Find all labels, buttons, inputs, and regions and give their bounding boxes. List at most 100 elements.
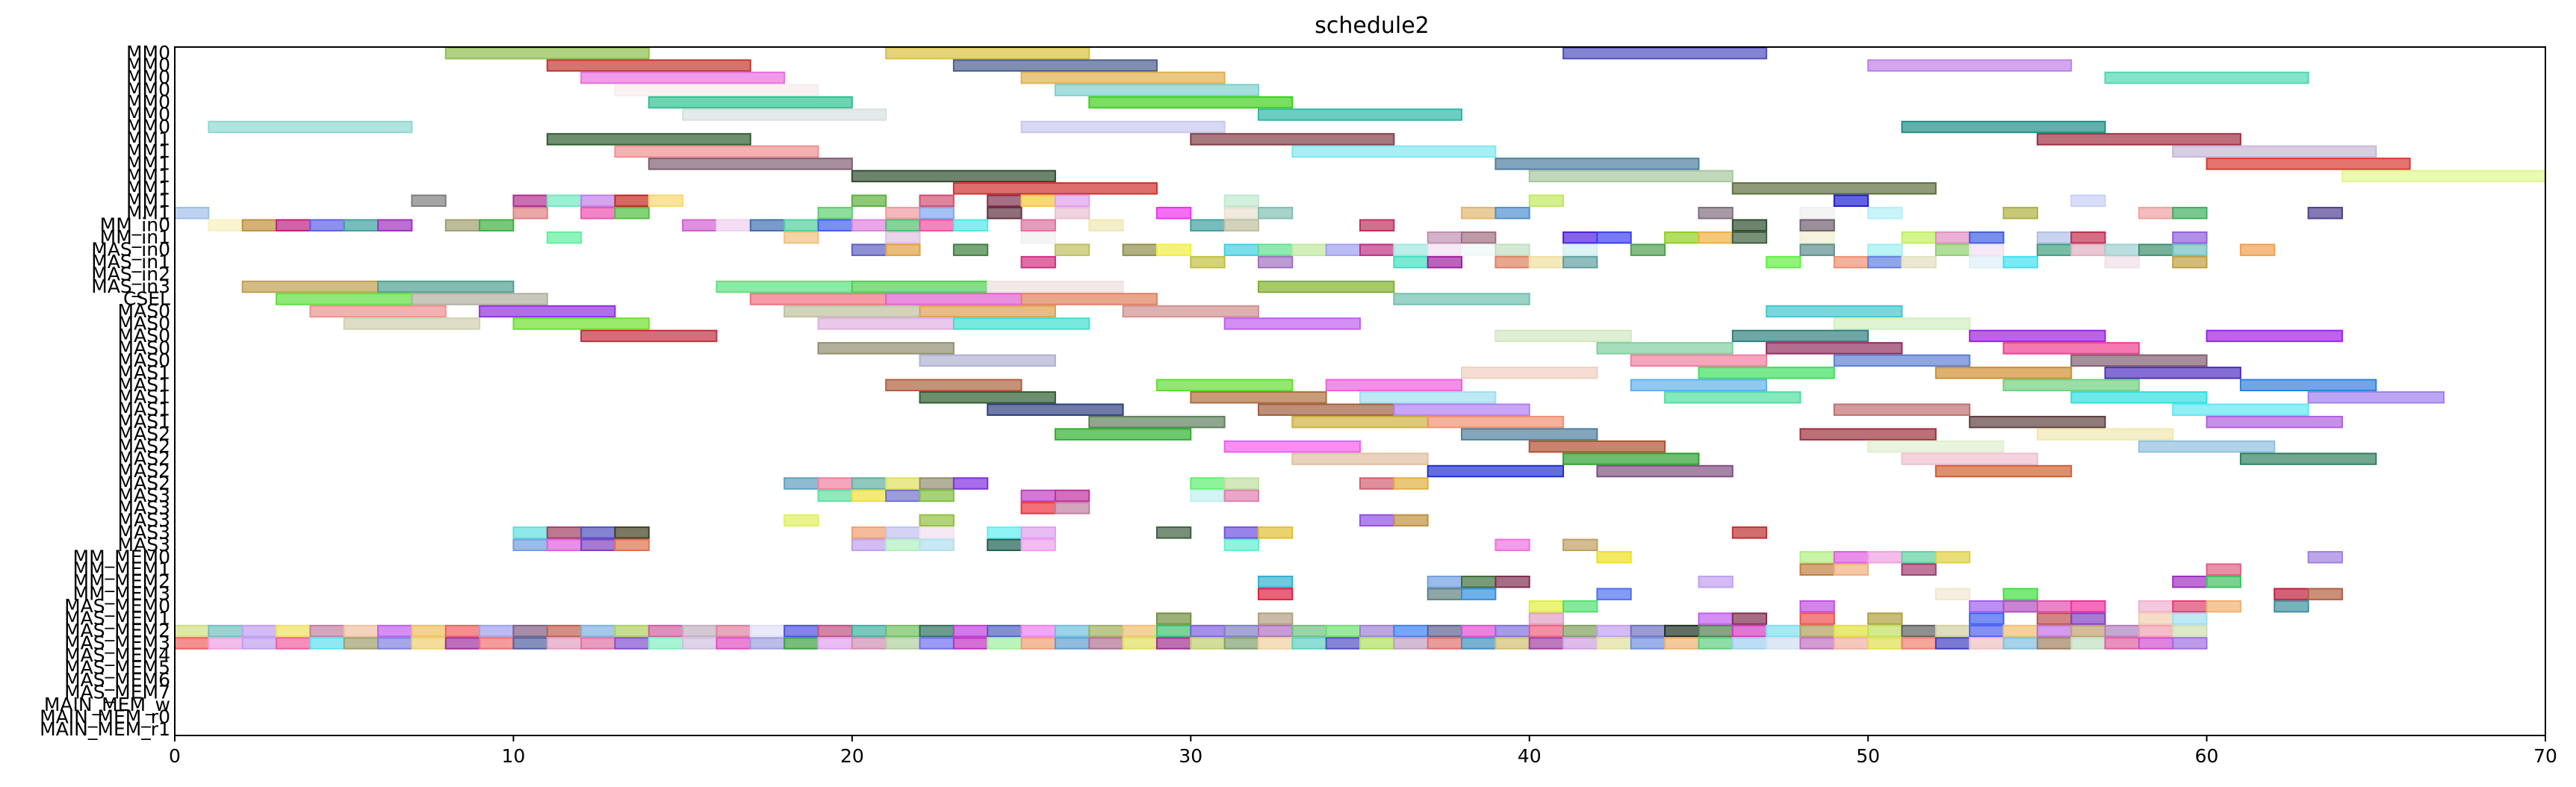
row-label: MAS3	[118, 534, 170, 556]
row-label: MAS_in2	[91, 264, 170, 285]
task-bar	[1698, 624, 1734, 638]
task-bar	[1934, 637, 1971, 650]
task-bar	[2036, 600, 2073, 613]
task-bar	[885, 379, 1022, 392]
task-bar	[1630, 624, 1666, 638]
x-axis: 0 10 20 30 40 50 60 70	[169, 735, 2557, 767]
task-bar	[1630, 379, 1768, 392]
task-bar	[614, 194, 650, 208]
task-bar	[2307, 207, 2343, 220]
task-bar	[2138, 440, 2276, 453]
task-bar	[1393, 255, 1429, 269]
task-bar	[716, 219, 751, 231]
task-bar	[1969, 612, 2005, 625]
task-bar	[1495, 575, 1530, 588]
task-bar	[1190, 477, 1226, 490]
x-tick-label: 50	[1856, 745, 1880, 767]
task-bar	[1190, 624, 1226, 638]
task-bar	[1528, 440, 1666, 453]
task-bar	[1223, 440, 1361, 453]
row-label: MAS2	[118, 460, 170, 482]
task-bar	[2002, 255, 2038, 269]
task-bar	[174, 624, 210, 638]
task-bar	[2070, 612, 2106, 625]
task-bar	[1562, 624, 1598, 638]
task-bar	[1427, 255, 1463, 269]
task-bar	[2206, 563, 2241, 576]
task-bar	[1596, 464, 1734, 478]
task-bar	[174, 207, 210, 220]
task-bar	[1630, 637, 1666, 650]
task-bar	[919, 207, 955, 220]
row-label: MM1	[126, 152, 170, 174]
task-bar	[1766, 342, 1903, 355]
x-tick-label: 0	[169, 745, 181, 767]
task-bar	[2104, 637, 2140, 650]
task-bar	[1934, 464, 2073, 478]
task-bar	[1528, 612, 1565, 625]
task-bar	[1291, 145, 1497, 158]
task-bar	[1867, 207, 1903, 220]
row-label: MAS1	[118, 399, 170, 420]
row-label: MM0	[126, 55, 170, 76]
task-bar	[1020, 489, 1056, 503]
task-bar	[2239, 379, 2377, 392]
task-bar	[1054, 428, 1192, 441]
task-bar	[2002, 624, 2038, 638]
task-bar	[2307, 588, 2343, 600]
x-tick-label: 60	[2195, 745, 2219, 767]
task-bar	[1901, 637, 1937, 650]
task-bar	[1190, 637, 1226, 650]
task-bar	[885, 46, 1090, 60]
task-bar	[2239, 243, 2276, 256]
task-bar	[377, 624, 413, 638]
task-bar	[2002, 207, 2038, 220]
task-bar	[512, 637, 548, 650]
task-bar	[614, 526, 650, 539]
task-bar	[783, 624, 819, 638]
task-bar	[1461, 207, 1497, 220]
task-bar	[1257, 612, 1294, 625]
row-label: MM0	[126, 104, 170, 125]
task-bar	[1901, 563, 1937, 576]
task-bar	[1969, 637, 2005, 650]
x-tick-label: 10	[502, 745, 526, 767]
row-label: MAS3	[118, 497, 170, 518]
task-bar	[1190, 489, 1226, 503]
row-label: MM_MEM0	[73, 546, 170, 567]
task-bar	[1799, 428, 1937, 441]
task-bar	[919, 477, 955, 490]
x-tick-label: 30	[1179, 745, 1202, 767]
task-bar	[1122, 637, 1158, 650]
task-bar	[783, 305, 921, 318]
task-bar	[783, 219, 819, 231]
task-bar	[1528, 600, 1565, 613]
task-bar	[783, 231, 819, 244]
task-bar	[276, 219, 311, 231]
task-bar	[1630, 243, 1666, 256]
task-bar	[309, 305, 447, 318]
task-bar	[885, 538, 921, 552]
task-bar	[2172, 255, 2208, 269]
task-bar	[1596, 624, 1632, 638]
task-bar	[987, 194, 1022, 208]
task-bar	[2307, 551, 2343, 564]
task-bar	[2036, 231, 2073, 244]
task-bar	[987, 403, 1124, 416]
task-bar	[1393, 293, 1530, 305]
task-bar	[851, 194, 887, 208]
row-label: MAS0	[118, 337, 170, 358]
task-bar	[1731, 231, 1768, 244]
row-label: MM1	[126, 190, 170, 211]
task-bar	[343, 219, 379, 231]
task-bar	[1427, 624, 1463, 638]
task-bar	[1461, 367, 1598, 379]
task-bar	[1799, 600, 1835, 613]
task-bar	[2307, 391, 2445, 404]
row-label: MAS3	[118, 485, 170, 506]
task-bar	[1223, 538, 1259, 552]
task-bar	[1833, 403, 1971, 416]
task-bar	[919, 514, 955, 527]
task-bar	[377, 637, 413, 650]
